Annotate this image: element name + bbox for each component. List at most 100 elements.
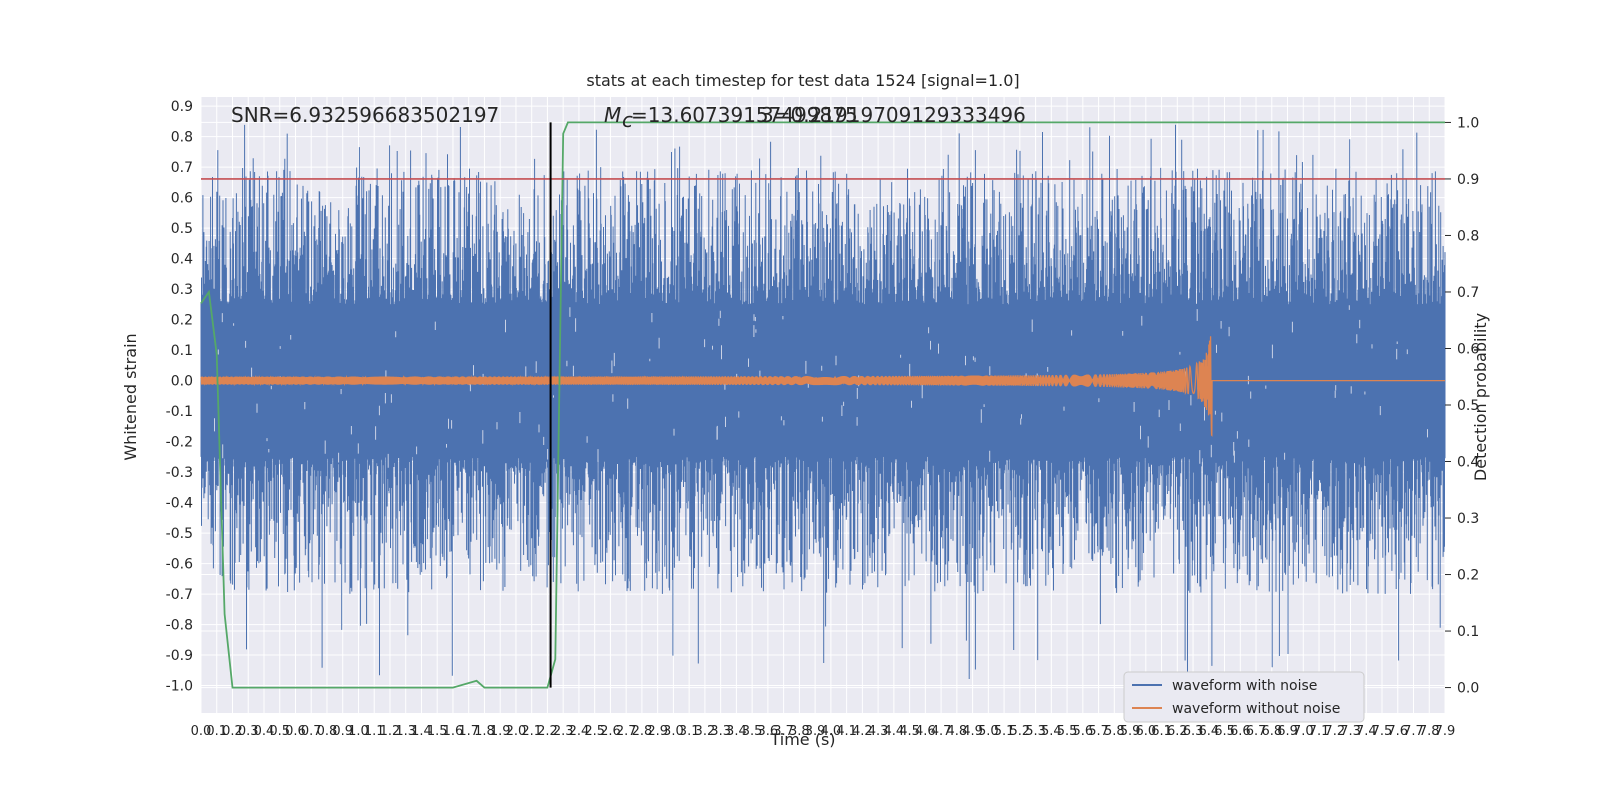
x-tick-63: 6.3 (1183, 724, 1204, 739)
y-left-tick-8: 0.1 (171, 343, 193, 359)
y-left-ticks: 0.9 0.8 0.7 0.6 0.5 0.4 0.3 0.2 0.1 0.0 -0.1 -0.2 -0… (166, 99, 193, 694)
y-left-tick-3: 0.6 (171, 191, 193, 207)
y-right-tick-1: 0.9 (1457, 172, 1479, 188)
x-tick-29: 2.9 (647, 724, 668, 739)
legend-label-clean: waveform without noise (1172, 701, 1340, 717)
x-tick-12: 1.2 (380, 724, 401, 739)
x-ticks: 0.00.10.20.30.40.50.60.70.80.91.01.11.21… (191, 724, 1456, 739)
x-tick-65: 6.5 (1214, 724, 1235, 739)
snr-annotation: SNR=6.932596683502197 (231, 103, 499, 127)
x-tick-3: 0.3 (238, 724, 259, 739)
x-tick-54: 5.4 (1041, 724, 1062, 739)
x-tick-15: 1.5 (427, 724, 448, 739)
x-tick-26: 2.6 (600, 724, 621, 739)
y-right-tick-10: 0.0 (1457, 681, 1479, 697)
y-left-tick-17: -0.8 (166, 618, 193, 634)
y-left-tick-10: -0.1 (166, 404, 193, 420)
x-tick-59: 5.9 (1120, 724, 1141, 739)
probability-line (200, 121, 1445, 689)
y-left-tick-6: 0.3 (171, 282, 193, 298)
x-tick-39: 3.9 (805, 724, 826, 739)
x-tick-53: 5.3 (1025, 724, 1046, 739)
x-tick-57: 5.7 (1088, 724, 1109, 739)
x-tick-14: 1.4 (411, 724, 432, 739)
y-left-tick-5: 0.4 (171, 252, 193, 268)
x-tick-48: 4.8 (947, 724, 968, 739)
x-tick-27: 2.7 (616, 724, 637, 739)
y-left-tick-19: -1.0 (166, 679, 193, 695)
y-left-tick-2: 0.7 (171, 160, 193, 176)
y-right-tick-5: 0.5 (1457, 398, 1479, 414)
x-tick-5: 0.5 (269, 724, 290, 739)
y-left-tick-14: -0.5 (166, 526, 193, 542)
x-tick-24: 2.4 (569, 724, 590, 739)
series-detection-probability (200, 121, 1445, 689)
x-tick-66: 6.6 (1230, 724, 1251, 739)
y-left-tick-18: -0.9 (166, 648, 193, 664)
x-tick-4: 0.4 (254, 724, 275, 739)
x-tick-75: 7.5 (1372, 724, 1393, 739)
x-tick-40: 4.0 (821, 724, 842, 739)
x-tick-56: 5.6 (1072, 724, 1093, 739)
svg-text:c: c (622, 108, 633, 132)
x-tick-49: 4.9 (962, 724, 983, 739)
y-right-tick-4: 0.6 (1457, 341, 1479, 357)
x-tick-47: 4.7 (931, 724, 952, 739)
x-tick-61: 6.1 (1151, 724, 1172, 739)
x-tick-50: 5.0 (978, 724, 999, 739)
y-left-tick-4: 0.5 (171, 221, 193, 237)
x-tick-79: 7.9 (1435, 724, 1456, 739)
x-tick-8: 0.8 (317, 724, 338, 739)
x-tick-1: 0.1 (206, 724, 227, 739)
clean-waveform (200, 336, 1445, 437)
series-waveform-without-noise (200, 336, 1445, 437)
x-tick-71: 7.1 (1309, 724, 1330, 739)
y-right-ticks: 1.0 0.9 0.8 0.7 0.6 0.5 0.4 0.3 0.2 0.1 0.0 (1445, 115, 1479, 697)
x-tick-13: 1.3 (395, 724, 416, 739)
y-right-tick-6: 0.4 (1457, 455, 1479, 471)
x-tick-11: 1.1 (364, 724, 385, 739)
x-tick-45: 4.5 (899, 724, 920, 739)
y-right-tick-3: 0.7 (1457, 285, 1479, 301)
x-tick-52: 5.2 (1009, 724, 1030, 739)
y-left-tick-13: -0.4 (166, 496, 193, 512)
x-tick-22: 2.2 (537, 724, 558, 739)
legend: waveform with noise waveform without noi… (1123, 671, 1365, 723)
x-tick-23: 2.3 (553, 724, 574, 739)
x-tick-70: 7.0 (1293, 724, 1314, 739)
mc-annotation-value: =13.60739157499875 (631, 103, 858, 127)
y-left-tick-1: 0.8 (171, 130, 193, 146)
x-tick-9: 0.9 (332, 724, 353, 739)
x-tick-25: 2.5 (584, 724, 605, 739)
x-tick-21: 2.1 (521, 724, 542, 739)
x-tick-46: 4.6 (915, 724, 936, 739)
y-left-tick-7: 0.2 (171, 313, 193, 329)
x-tick-34: 3.4 (726, 724, 747, 739)
x-tick-43: 4.3 (868, 724, 889, 739)
x-tick-77: 7.7 (1403, 724, 1424, 739)
x-tick-58: 5.8 (1104, 724, 1125, 739)
x-tick-28: 2.8 (632, 724, 653, 739)
y-left-axis-label: Whitened strain (121, 333, 140, 460)
x-tick-6: 0.6 (285, 724, 306, 739)
chart-title: stats at each timestep for test data 152… (586, 71, 1019, 90)
x-tick-33: 3.3 (710, 724, 731, 739)
x-tick-68: 6.8 (1261, 724, 1282, 739)
x-tick-20: 2.0 (506, 724, 527, 739)
x-tick-31: 3.1 (679, 724, 700, 739)
y-right-tick-0: 1.0 (1457, 115, 1479, 131)
x-tick-67: 6.7 (1246, 724, 1267, 739)
x-tick-38: 3.8 (789, 724, 810, 739)
x-tick-69: 6.9 (1277, 724, 1298, 739)
x-tick-18: 1.8 (474, 724, 495, 739)
y-left-tick-11: -0.2 (166, 435, 193, 451)
x-tick-72: 7.2 (1324, 724, 1345, 739)
x-tick-10: 1.0 (348, 724, 369, 739)
x-tick-41: 4.1 (836, 724, 857, 739)
x-tick-42: 4.2 (852, 724, 873, 739)
x-tick-74: 7.4 (1356, 724, 1377, 739)
x-tick-2: 0.2 (222, 724, 243, 739)
legend-label-noise: waveform with noise (1172, 678, 1317, 694)
x-tick-44: 4.4 (884, 724, 905, 739)
